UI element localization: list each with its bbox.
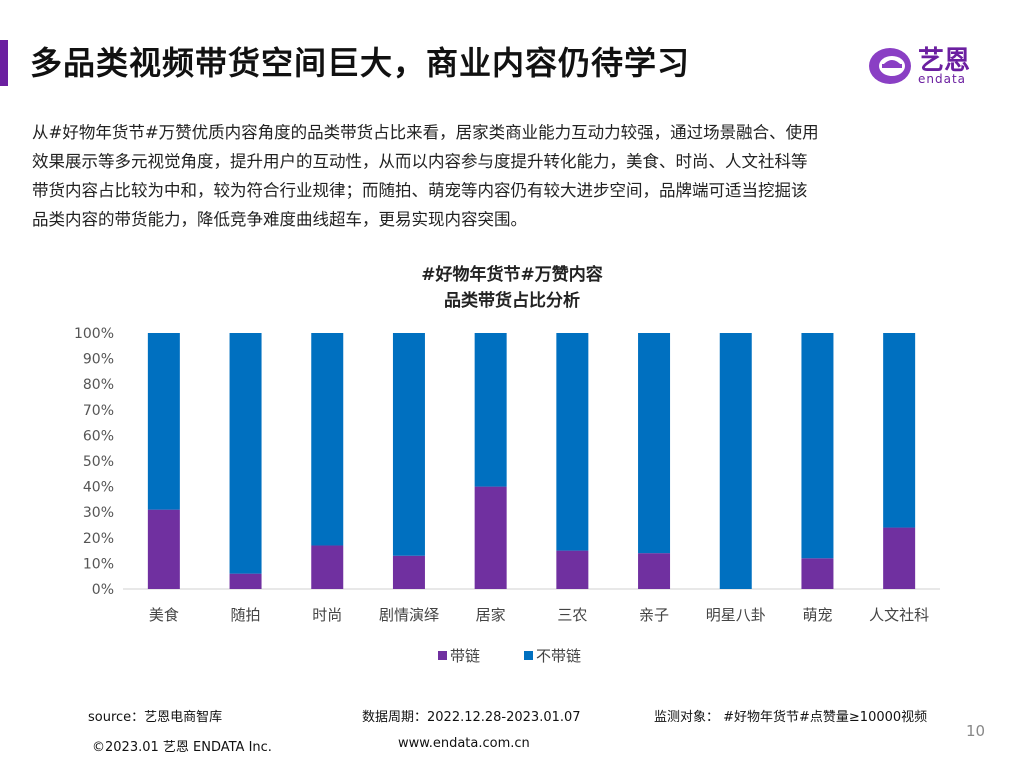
page-number: 10 xyxy=(966,722,986,740)
chart-subtitle: 品类带货占比分析 xyxy=(444,291,580,311)
x-tick-label: 亲子 xyxy=(639,606,669,624)
logo-icon xyxy=(869,48,911,84)
logo-subtext: endata xyxy=(918,72,967,86)
intro-paragraph: 从#好物年货节#万赞优质内容角度的品类带货占比来看，居家类商业能力互动力较强，通… xyxy=(32,118,992,234)
y-tick-label: 70% xyxy=(83,403,114,419)
y-tick-label: 90% xyxy=(83,352,114,368)
x-tick-label: 三农 xyxy=(557,606,587,624)
y-tick-label: 30% xyxy=(83,505,114,521)
bar-without-link xyxy=(474,333,507,487)
bar-with-link xyxy=(801,558,834,589)
bar-without-link xyxy=(801,333,834,559)
x-tick-label: 居家 xyxy=(476,606,506,624)
legend-label: 带链 xyxy=(450,647,480,665)
bar-with-link xyxy=(229,573,262,589)
bar-with-link xyxy=(392,555,425,589)
legend-label: 不带链 xyxy=(536,647,581,665)
bar-without-link xyxy=(556,333,589,551)
y-tick-label: 50% xyxy=(83,454,114,470)
intro-line: 带货内容占比较为中和，较为符合行业规律；而随拍、萌宠等内容仍有较大进步空间，品牌… xyxy=(32,181,808,200)
bar-with-link xyxy=(638,553,671,589)
x-tick-label: 人文社科 xyxy=(869,606,929,624)
footer-source: source：艺恩电商智库 xyxy=(88,710,223,725)
bar-with-link xyxy=(556,550,589,589)
logo-text: 艺恩 xyxy=(918,46,971,76)
bar-with-link xyxy=(474,486,507,589)
intro-line: 从#好物年货节#万赞优质内容角度的品类带货占比来看，居家类商业能力互动力较强，通… xyxy=(32,123,819,142)
bar-without-link xyxy=(883,333,916,528)
bar-with-link xyxy=(883,527,916,589)
y-tick-label: 20% xyxy=(83,531,114,547)
y-tick-label: 60% xyxy=(83,428,114,444)
x-tick-label: 时尚 xyxy=(312,606,342,624)
y-tick-label: 40% xyxy=(83,480,114,496)
bar-without-link xyxy=(229,333,262,574)
x-tick-label: 剧情演绎 xyxy=(379,606,439,624)
title-accent-bar xyxy=(0,40,8,86)
x-tick-label: 美食 xyxy=(149,606,179,624)
footer-website[interactable]: www.endata.com.cn xyxy=(398,736,530,751)
y-tick-label: 80% xyxy=(83,377,114,393)
bar-with-link xyxy=(147,509,180,589)
footer-period: 数据周期：2022.12.28-2023.01.07 xyxy=(362,710,581,725)
bar-without-link xyxy=(311,333,344,546)
intro-line: 品类内容的带货能力，降低竞争难度曲线超车，更易实现内容突围。 xyxy=(32,210,527,229)
y-tick-label: 10% xyxy=(83,556,114,572)
x-tick-label: 萌宠 xyxy=(802,606,832,624)
page-title: 多品类视频带货空间巨大，商业内容仍待学习 xyxy=(30,44,691,82)
footer-target: 监测对象： #好物年货节#点赞量≥10000视频 xyxy=(654,710,928,725)
bar-without-link xyxy=(147,333,180,510)
x-tick-label: 明星八卦 xyxy=(706,606,766,624)
y-tick-label: 100% xyxy=(74,326,114,342)
legend-swatch-without-link xyxy=(524,651,533,660)
x-tick-label: 随拍 xyxy=(231,606,261,624)
intro-line: 效果展示等多元视觉角度，提升用户的互动性，从而以内容参与度提升转化能力，美食、时… xyxy=(32,152,808,171)
y-tick-label: 0% xyxy=(92,582,114,598)
bar-without-link xyxy=(719,333,752,589)
footer-copyright: ©2023.01 艺恩 ENDATA Inc. xyxy=(92,740,272,755)
chart-title: #好物年货节#万赞内容 xyxy=(421,265,603,285)
bar-without-link xyxy=(392,333,425,556)
bar-with-link xyxy=(311,545,344,589)
bar-without-link xyxy=(638,333,671,554)
legend-swatch-with-link xyxy=(438,651,447,660)
